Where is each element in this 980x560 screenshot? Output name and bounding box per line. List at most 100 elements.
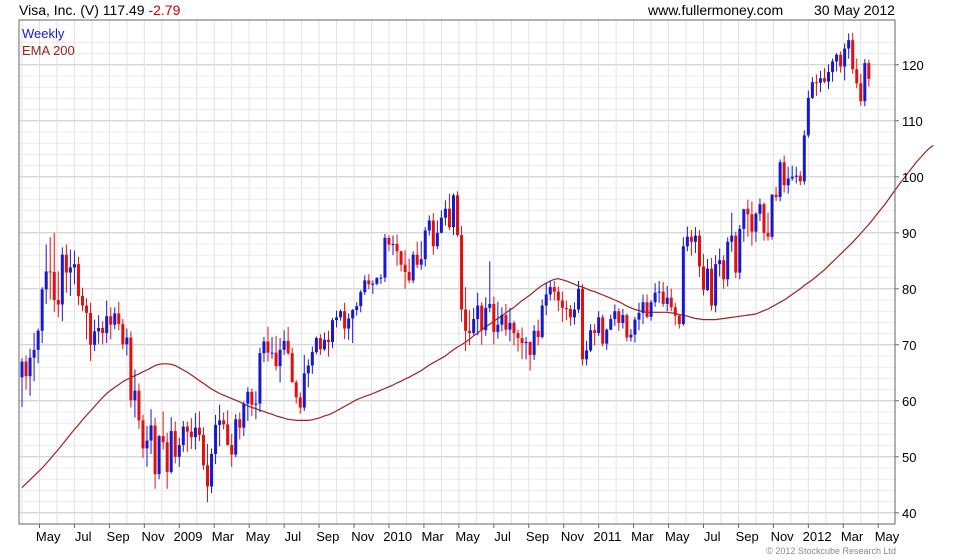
candle: [443, 200, 447, 226]
candle: [278, 338, 282, 383]
candle-body: [153, 425, 157, 475]
candle: [605, 328, 609, 350]
x-tick-label: Jul: [75, 529, 92, 544]
candle: [48, 237, 52, 300]
candle-body: [161, 436, 165, 443]
candle: [512, 320, 516, 346]
candle: [645, 294, 649, 319]
candle-body: [133, 390, 137, 401]
candle-body: [387, 237, 391, 245]
candle: [802, 130, 806, 185]
candle-body: [770, 194, 774, 237]
candle-body: [750, 214, 754, 232]
candle: [298, 392, 302, 414]
candle-body: [798, 175, 802, 182]
candle: [770, 194, 774, 240]
candle-body: [258, 353, 262, 404]
candle-body: [310, 352, 314, 366]
candle: [391, 235, 395, 256]
candle: [597, 311, 601, 336]
candle-body: [778, 162, 782, 197]
y-tick-label: 80: [902, 282, 916, 297]
x-tick-label: Sep: [107, 529, 130, 544]
candle: [36, 328, 40, 364]
candle-body: [722, 260, 726, 280]
candle-body: [560, 300, 564, 308]
candle: [387, 235, 391, 252]
candle-body: [355, 306, 359, 311]
candle-body: [500, 315, 504, 325]
candle-body: [423, 230, 427, 260]
candle: [439, 210, 443, 234]
candle: [355, 302, 359, 316]
candle: [97, 315, 101, 344]
candle-body: [480, 305, 484, 331]
candle: [419, 241, 423, 270]
candle-body: [399, 251, 403, 265]
candle: [335, 310, 339, 328]
y-tick-label: 90: [902, 226, 916, 241]
candle-body: [262, 341, 266, 354]
candle: [60, 247, 64, 322]
candle: [161, 411, 165, 450]
candle-body: [738, 228, 742, 273]
candle: [855, 58, 859, 89]
candle-body: [415, 254, 419, 265]
candle: [637, 302, 641, 331]
candle: [548, 280, 552, 301]
candle: [742, 208, 746, 242]
candle-body: [806, 97, 810, 136]
candle-body: [205, 465, 209, 487]
candle-body: [814, 82, 818, 84]
candle: [822, 68, 826, 84]
candle: [480, 302, 484, 345]
candle: [847, 33, 851, 59]
candle-body: [343, 311, 347, 329]
candle: [722, 255, 726, 289]
candle-body: [734, 235, 738, 273]
candle-body: [165, 442, 169, 472]
candle: [806, 90, 810, 138]
candle-body: [347, 318, 351, 329]
candle: [145, 426, 149, 467]
candle-body: [314, 338, 318, 353]
candle: [52, 232, 56, 312]
grid: [19, 20, 895, 524]
candle-body: [790, 176, 794, 179]
candle: [617, 308, 621, 331]
y-tick-label: 50: [902, 450, 916, 465]
candle: [601, 314, 605, 347]
candle: [310, 346, 314, 374]
candle-body: [145, 440, 149, 449]
candle-body: [435, 232, 439, 247]
x-tick-label: May: [875, 529, 900, 544]
candle: [375, 277, 379, 286]
candle: [710, 258, 714, 311]
candle: [379, 274, 383, 284]
candle-body: [367, 280, 371, 285]
candle-body: [266, 341, 270, 353]
candle-body: [439, 217, 443, 233]
plot-border: [18, 19, 896, 525]
candle: [331, 317, 335, 349]
candle: [589, 324, 593, 353]
candle: [407, 258, 411, 284]
candle-body: [637, 312, 641, 320]
candle: [222, 412, 226, 430]
candle: [593, 324, 597, 346]
candle: [460, 226, 464, 322]
candle-body: [246, 391, 250, 404]
candle: [234, 414, 238, 458]
candle-body: [250, 391, 254, 405]
candle: [302, 354, 306, 411]
candle-body: [331, 320, 335, 342]
y-tick-label: 120: [902, 58, 924, 73]
candle-body: [786, 178, 790, 186]
candle: [286, 326, 290, 355]
candle-body: [605, 329, 609, 344]
candle-body: [714, 264, 718, 306]
chart-date: 30 May 2012: [814, 2, 895, 18]
candle-body: [306, 365, 310, 374]
candle-body: [492, 303, 496, 332]
candle-body: [843, 48, 847, 67]
